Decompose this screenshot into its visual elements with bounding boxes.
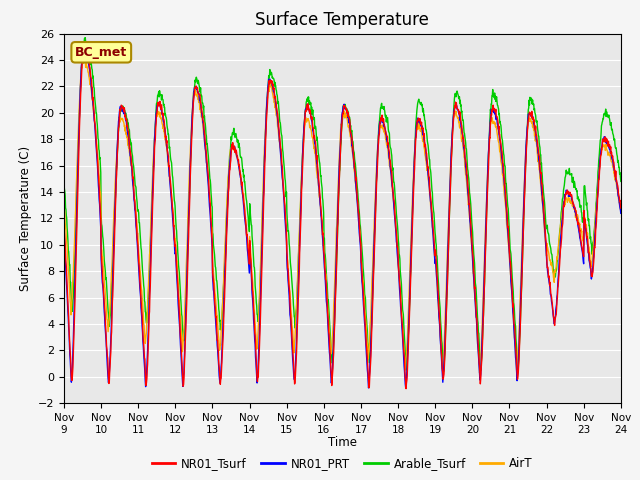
- Arable_Tsurf: [429, 204, 437, 210]
- Arable_Tsurf: [440, 369, 447, 374]
- AirT: [476, 370, 483, 376]
- Line: NR01_PRT: NR01_PRT: [64, 43, 621, 388]
- AirT: [552, 269, 559, 275]
- NR01_PRT: [552, 314, 559, 320]
- Legend: NR01_Tsurf, NR01_PRT, Arable_Tsurf, AirT: NR01_Tsurf, NR01_PRT, Arable_Tsurf, AirT: [147, 453, 538, 475]
- NR01_Tsurf: [617, 205, 625, 211]
- AirT: [246, 249, 254, 255]
- Arable_Tsurf: [502, 180, 510, 186]
- AirT: [429, 232, 437, 238]
- Arable_Tsurf: [60, 180, 68, 186]
- NR01_Tsurf: [81, 42, 89, 48]
- NR01_Tsurf: [184, 245, 192, 251]
- AirT: [502, 215, 510, 220]
- Line: AirT: AirT: [64, 59, 621, 373]
- NR01_Tsurf: [552, 315, 559, 321]
- Title: Surface Temperature: Surface Temperature: [255, 11, 429, 29]
- NR01_PRT: [617, 210, 625, 216]
- NR01_Tsurf: [502, 200, 510, 206]
- Arable_Tsurf: [552, 274, 559, 279]
- AirT: [60, 201, 68, 206]
- NR01_Tsurf: [402, 386, 410, 392]
- NR01_PRT: [80, 40, 88, 46]
- Arable_Tsurf: [246, 213, 254, 219]
- NR01_Tsurf: [171, 239, 179, 245]
- NR01_PRT: [60, 230, 68, 236]
- NR01_Tsurf: [246, 254, 254, 260]
- Arable_Tsurf: [81, 35, 89, 40]
- NR01_PRT: [246, 260, 254, 266]
- Line: NR01_Tsurf: NR01_Tsurf: [64, 45, 621, 389]
- NR01_PRT: [171, 247, 179, 252]
- NR01_Tsurf: [60, 221, 68, 227]
- AirT: [184, 205, 192, 211]
- Arable_Tsurf: [617, 179, 625, 184]
- NR01_PRT: [184, 228, 192, 234]
- NR01_Tsurf: [429, 229, 437, 235]
- Text: BC_met: BC_met: [75, 46, 127, 59]
- AirT: [81, 56, 89, 62]
- Y-axis label: Surface Temperature (C): Surface Temperature (C): [19, 146, 32, 291]
- AirT: [171, 233, 179, 239]
- AirT: [617, 206, 625, 212]
- NR01_PRT: [502, 205, 510, 211]
- NR01_PRT: [429, 240, 437, 246]
- NR01_PRT: [365, 385, 372, 391]
- Arable_Tsurf: [171, 199, 179, 205]
- Line: Arable_Tsurf: Arable_Tsurf: [64, 37, 621, 372]
- Arable_Tsurf: [184, 228, 192, 234]
- X-axis label: Time: Time: [328, 436, 357, 449]
